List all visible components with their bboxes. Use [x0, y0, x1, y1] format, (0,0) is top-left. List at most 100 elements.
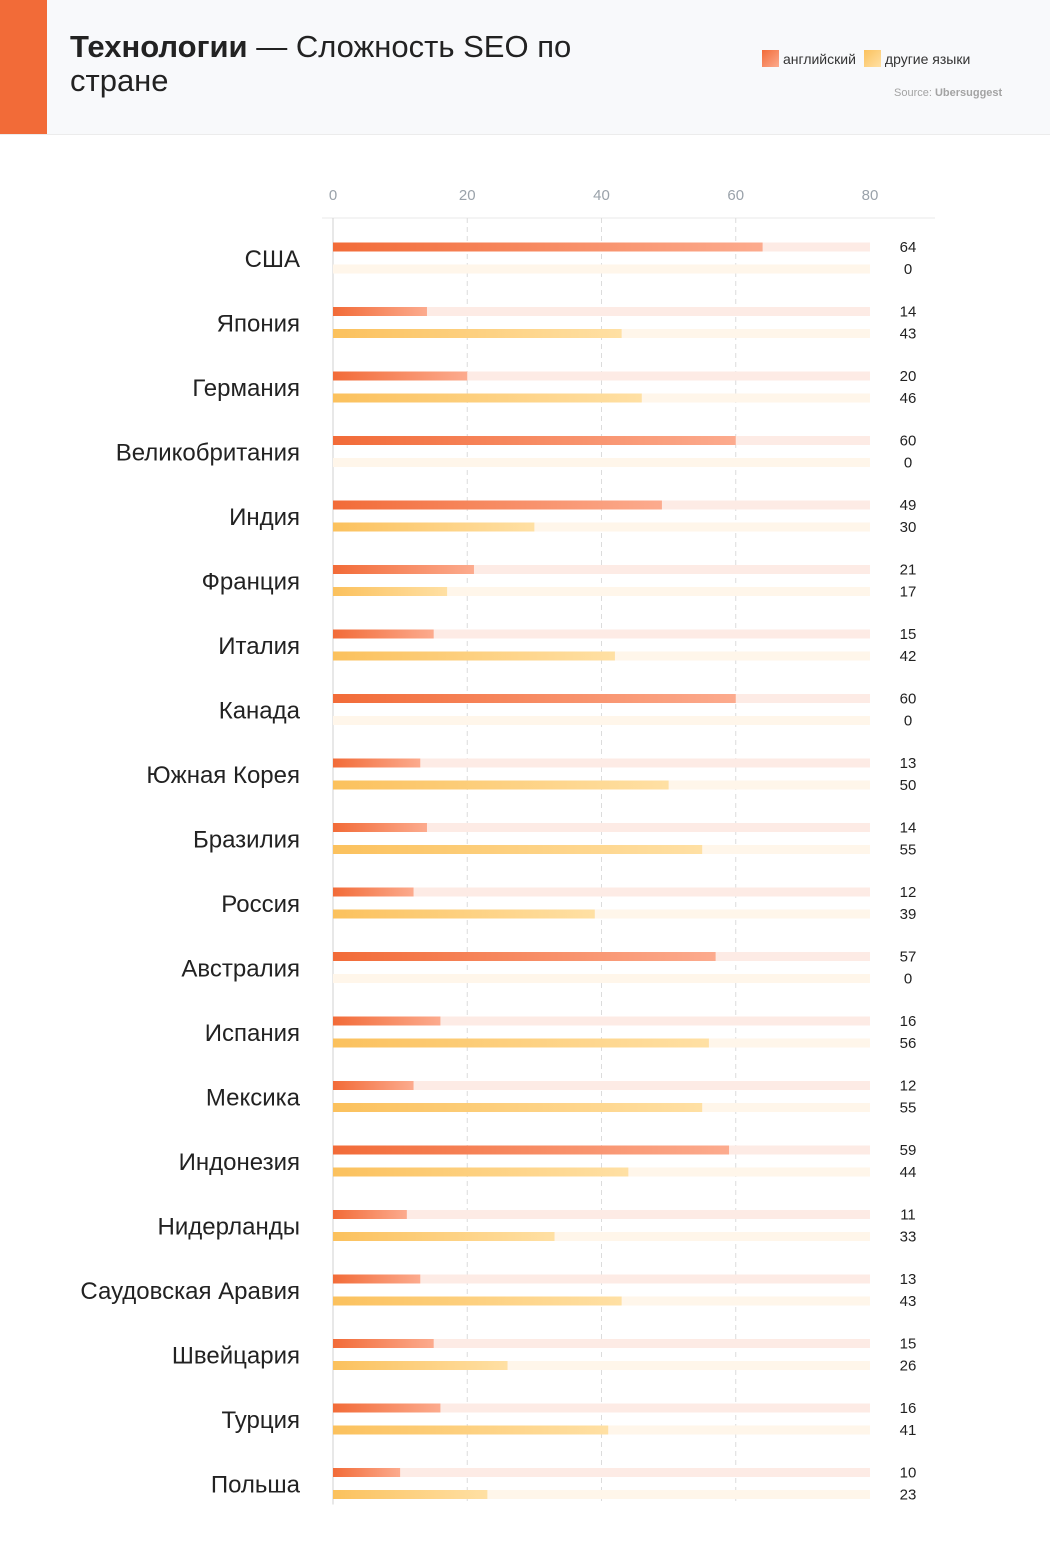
other-bar	[333, 587, 448, 596]
legend-english-swatch	[762, 50, 779, 67]
other-bar-track	[333, 1232, 870, 1241]
other-bar	[333, 1490, 488, 1499]
other-bar	[333, 1425, 609, 1435]
legend-other-swatch	[863, 50, 881, 67]
other-value-label: 30	[900, 519, 917, 536]
english-bar-track	[333, 1210, 870, 1219]
english-bar-track	[333, 565, 870, 574]
other-bar	[333, 1296, 622, 1306]
country-label: Австралия	[181, 956, 300, 983]
other-bar	[333, 1038, 709, 1048]
header: Технологии — Сложность SEO по стране анг…	[0, 0, 1050, 135]
other-bar	[333, 1232, 555, 1241]
source-prefix: Source:	[894, 87, 935, 99]
other-value-label: 23	[900, 1487, 917, 1504]
x-tick-label: 40	[593, 187, 610, 204]
chart-title: Технологии — Сложность SEO по стране	[70, 30, 630, 98]
country-label: Мексика	[206, 1085, 301, 1112]
english-bar-track	[333, 1403, 870, 1413]
x-tick-label: 20	[459, 187, 476, 204]
other-bar-track	[333, 264, 870, 274]
title-bold: Технологии	[70, 29, 248, 64]
other-bar-track	[333, 458, 870, 467]
english-value-label: 12	[900, 1078, 917, 1095]
english-bar-track	[333, 758, 870, 768]
x-tick-label: 0	[329, 187, 337, 204]
other-value-label: 33	[900, 1229, 917, 1246]
english-value-label: 57	[900, 949, 917, 966]
english-value-label: 14	[900, 304, 917, 321]
english-bar	[333, 1016, 441, 1026]
english-bar	[333, 1468, 401, 1477]
legend: английский другие языки	[762, 50, 970, 67]
english-value-label: 12	[900, 884, 917, 901]
country-label: США	[245, 246, 300, 273]
accent-bar	[0, 0, 47, 134]
english-value-label: 14	[900, 820, 917, 837]
english-bar	[333, 887, 414, 897]
country-label: Турция	[221, 1407, 300, 1434]
x-tick-label: 80	[862, 187, 879, 204]
country-label: Саудовская Аравия	[80, 1278, 300, 1305]
country-label: Япония	[217, 311, 300, 338]
english-bar	[333, 242, 763, 252]
english-bar-track	[333, 1081, 870, 1090]
country-label: Канада	[219, 698, 301, 725]
x-tick-label: 60	[727, 187, 744, 204]
source-name: Ubersuggest	[934, 87, 1003, 99]
other-value-label: 43	[900, 1293, 917, 1310]
country-label: Швейцария	[172, 1343, 300, 1370]
title-rest: — Сложность SEO по стране	[70, 29, 572, 98]
english-value-label: 49	[900, 497, 917, 514]
other-bar	[333, 329, 622, 338]
other-bar-track	[333, 587, 870, 596]
english-bar	[333, 1145, 730, 1155]
english-bar	[333, 1081, 414, 1090]
english-bar-track	[333, 1274, 870, 1284]
other-bar	[333, 393, 642, 403]
english-bar-track	[333, 629, 870, 639]
english-bar	[333, 823, 427, 832]
other-value-label: 26	[900, 1358, 917, 1375]
country-label: Бразилия	[193, 827, 300, 854]
other-value-label: 41	[900, 1422, 917, 1439]
english-bar	[333, 1210, 407, 1219]
english-value-label: 11	[900, 1207, 916, 1224]
english-value-label: 16	[900, 1400, 917, 1417]
english-value-label: 60	[900, 691, 917, 708]
english-value-label: 21	[900, 562, 917, 579]
english-value-label: 15	[900, 626, 917, 643]
other-value-label: 42	[900, 648, 917, 665]
english-value-label: 64	[900, 239, 917, 256]
other-bar-track	[333, 716, 870, 725]
other-bar	[333, 1361, 508, 1370]
other-value-label: 46	[900, 390, 917, 407]
english-bar	[333, 307, 427, 316]
english-bar-track	[333, 307, 870, 316]
other-bar-track	[333, 1361, 870, 1370]
english-bar	[333, 565, 474, 574]
other-value-label: 55	[900, 1100, 917, 1117]
other-value-label: 50	[900, 777, 917, 794]
legend-english-label: английский	[783, 50, 856, 67]
other-value-label: 44	[900, 1164, 917, 1181]
country-label: Нидерланды	[158, 1214, 300, 1241]
english-bar	[333, 694, 736, 703]
country-label: Польша	[211, 1472, 301, 1499]
other-value-label: 0	[904, 713, 912, 730]
english-bar	[333, 1339, 434, 1348]
english-value-label: 20	[900, 368, 917, 385]
english-value-label: 13	[900, 755, 917, 772]
english-bar	[333, 758, 421, 768]
other-value-label: 39	[900, 906, 917, 923]
other-bar	[333, 1167, 629, 1177]
english-bar	[333, 500, 662, 510]
english-bar	[333, 1274, 421, 1284]
country-label: Франция	[202, 569, 300, 596]
other-value-label: 0	[904, 261, 912, 278]
other-bar-track	[333, 522, 870, 532]
other-bar	[333, 909, 595, 919]
english-value-label: 60	[900, 433, 917, 450]
other-value-label: 17	[900, 584, 917, 601]
